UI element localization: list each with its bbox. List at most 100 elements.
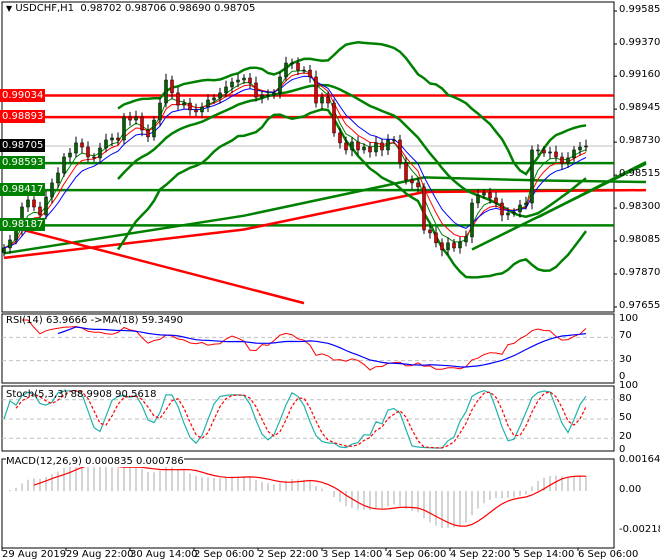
stoch-tick-label: 80	[619, 392, 632, 404]
bull-candle	[458, 241, 462, 249]
bull-candle	[506, 212, 510, 216]
price-tick-label: 0.97870	[619, 266, 660, 278]
price-tick-label: 0.99585	[619, 4, 660, 16]
bull-candle	[218, 92, 222, 99]
macd-tick-label: 0.00	[619, 484, 642, 495]
bear-candle	[86, 146, 90, 158]
rsi-tick-label: 0	[619, 371, 626, 382]
bear-candle	[116, 137, 120, 141]
bull-candle	[134, 116, 138, 121]
price-tick-label: 0.99370	[619, 37, 660, 48]
bull-candle	[350, 141, 354, 151]
chart-header: ▼ USDCHF,H1 0.98702 0.98706 0.98690 0.98…	[6, 3, 255, 14]
bull-candle	[362, 146, 366, 151]
bear-candle	[92, 156, 96, 159]
price-tick-label: 0.97655	[619, 299, 660, 311]
bull-candle	[260, 94, 264, 98]
bear-candle	[170, 79, 174, 94]
bear-candle	[296, 62, 300, 71]
ma-slow-blue	[3, 75, 587, 249]
stoch-title: Stoch(5,3,3) 88.9908 90.5618	[6, 389, 157, 400]
rsi-title: RSI(14) 63.9666 ->MA(18) 59.3490	[6, 315, 183, 326]
time-tick-label: 30 Aug 14:00	[130, 549, 198, 560]
bear-candle	[80, 142, 84, 148]
bull-candle	[572, 149, 576, 159]
macd-tick-label: -0.002189	[619, 524, 660, 536]
collapse-arrow-icon[interactable]: ▼	[6, 4, 13, 13]
rsi-tick-label: 70	[619, 330, 632, 342]
price-tick-label: 0.98730	[619, 135, 660, 147]
bull-candle	[104, 139, 108, 149]
bull-candle	[182, 102, 186, 106]
bull-candle	[386, 139, 390, 151]
bear-candle	[254, 82, 258, 98]
bull-candle	[236, 79, 240, 83]
stoch-tick-label: 100	[619, 380, 639, 391]
bull-candle	[482, 192, 486, 196]
bull-candle	[206, 99, 210, 108]
bear-candle	[434, 232, 438, 244]
bear-candle	[440, 242, 444, 251]
bull-candle	[512, 211, 516, 214]
bull-candle	[110, 137, 114, 141]
stoch-tick-label: 0	[619, 444, 626, 455]
stoch-tick-label: 50	[619, 412, 632, 423]
bull-candle	[14, 229, 18, 241]
bear-candle	[428, 229, 432, 234]
macd-pane	[1, 458, 615, 549]
price-level-tag-0.98417: 0.98417	[0, 183, 45, 197]
red-trendline	[3, 223, 305, 305]
bull-candle	[446, 242, 450, 251]
price-tick-label: 0.98300	[619, 201, 660, 213]
bear-candle	[416, 182, 420, 188]
rsi-ma-line	[57, 326, 587, 368]
bull-candle	[578, 146, 582, 151]
rsi-tick-label: 100	[619, 313, 639, 324]
bull-candle	[98, 147, 102, 159]
time-tick-label: 2 Sep 06:00	[194, 549, 255, 560]
bear-candle	[248, 77, 252, 84]
bull-candle	[50, 182, 54, 198]
bear-candle	[404, 162, 408, 181]
price-level-tag-0.99034: 0.99034	[0, 88, 45, 102]
time-tick-label: 2 Sep 22:00	[258, 549, 319, 560]
bull-candle	[566, 157, 570, 164]
macd-title: MACD(12,26,9) 0.000835 0.000786	[6, 456, 184, 467]
bull-candle	[392, 139, 396, 142]
bull-candle	[164, 79, 168, 104]
bear-candle	[398, 139, 402, 164]
bull-candle	[584, 145, 588, 148]
green-trendline-1	[537, 160, 647, 219]
price-tick-label: 0.98085	[619, 234, 660, 246]
bull-candle	[242, 77, 246, 81]
bull-candle	[470, 202, 474, 238]
macd-tick-label: 0.001641	[619, 453, 660, 465]
bear-candle	[554, 151, 558, 158]
bull-candle	[62, 156, 66, 174]
bull-candle	[266, 94, 270, 97]
bear-candle	[488, 192, 492, 199]
ohlc-values: 0.98702 0.98706 0.98690 0.98705	[80, 3, 256, 14]
bull-candle	[524, 202, 528, 206]
bull-candle	[530, 149, 534, 204]
time-tick-label: 5 Sep 14:00	[514, 549, 575, 560]
bull-candle	[224, 86, 228, 94]
bear-candle	[194, 109, 198, 113]
bull-candle	[476, 194, 480, 204]
bear-candle	[452, 242, 456, 249]
rsi-line	[22, 319, 587, 371]
time-tick-label: 29 Aug 2019	[2, 549, 67, 560]
bear-candle	[326, 96, 330, 104]
price-level-tag-0.98705: 0.98705	[0, 138, 45, 152]
bear-candle	[356, 141, 360, 151]
bear-candle	[410, 179, 414, 184]
price-tick-label: 0.98515	[619, 168, 660, 180]
bear-candle	[542, 149, 546, 154]
bull-candle	[200, 106, 204, 113]
stoch-signal-line	[15, 390, 587, 449]
price-tick-label: 0.99160	[619, 69, 660, 81]
rsi-pane	[1, 313, 615, 384]
stoch-tick-label: 20	[619, 431, 632, 443]
bear-candle	[338, 132, 342, 144]
